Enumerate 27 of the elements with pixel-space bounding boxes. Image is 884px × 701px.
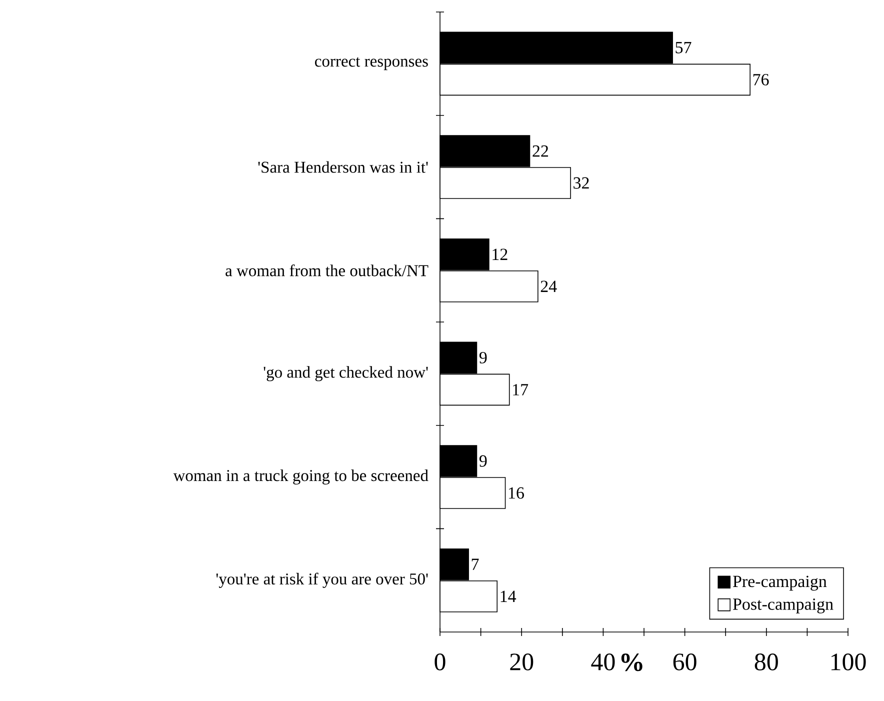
data-label: 9 <box>479 455 487 467</box>
x-tick-label: 20 <box>510 654 534 670</box>
x-tick-label: 0 <box>434 654 446 670</box>
data-label: 16 <box>508 487 524 499</box>
legend-label: Post-campaign <box>732 598 834 614</box>
x-tick-label: 80 <box>754 654 778 670</box>
x-tick-label: 60 <box>673 654 696 670</box>
x-tick-label: 40 <box>591 654 615 670</box>
y-tick-label: 'Sara Henderson was in it' <box>258 161 428 173</box>
data-label: 32 <box>574 177 589 189</box>
data-label: 22 <box>532 145 548 157</box>
data-label: 7 <box>472 558 479 570</box>
data-label: 24 <box>540 280 557 292</box>
data-label: 76 <box>753 74 769 86</box>
y-tick-label: correct responses <box>315 57 428 70</box>
y-tick-label: woman in a truck going to be screened <box>173 469 428 485</box>
data-label: 14 <box>500 590 516 602</box>
x-axis-title: % <box>621 654 642 672</box>
data-label: 9 <box>479 352 487 364</box>
legend-label: Pre-campaign <box>732 576 827 591</box>
data-label: 57 <box>676 42 692 54</box>
y-tick-label: 'you're at risk if you are over 50' <box>216 572 428 588</box>
data-label: 17 <box>513 384 528 396</box>
y-tick-label: 'go and get checked now' <box>264 366 428 382</box>
y-tick-label: a woman from the outback/NT <box>226 264 428 276</box>
data-label: 12 <box>492 248 508 260</box>
x-tick-label: 100 <box>831 654 866 670</box>
